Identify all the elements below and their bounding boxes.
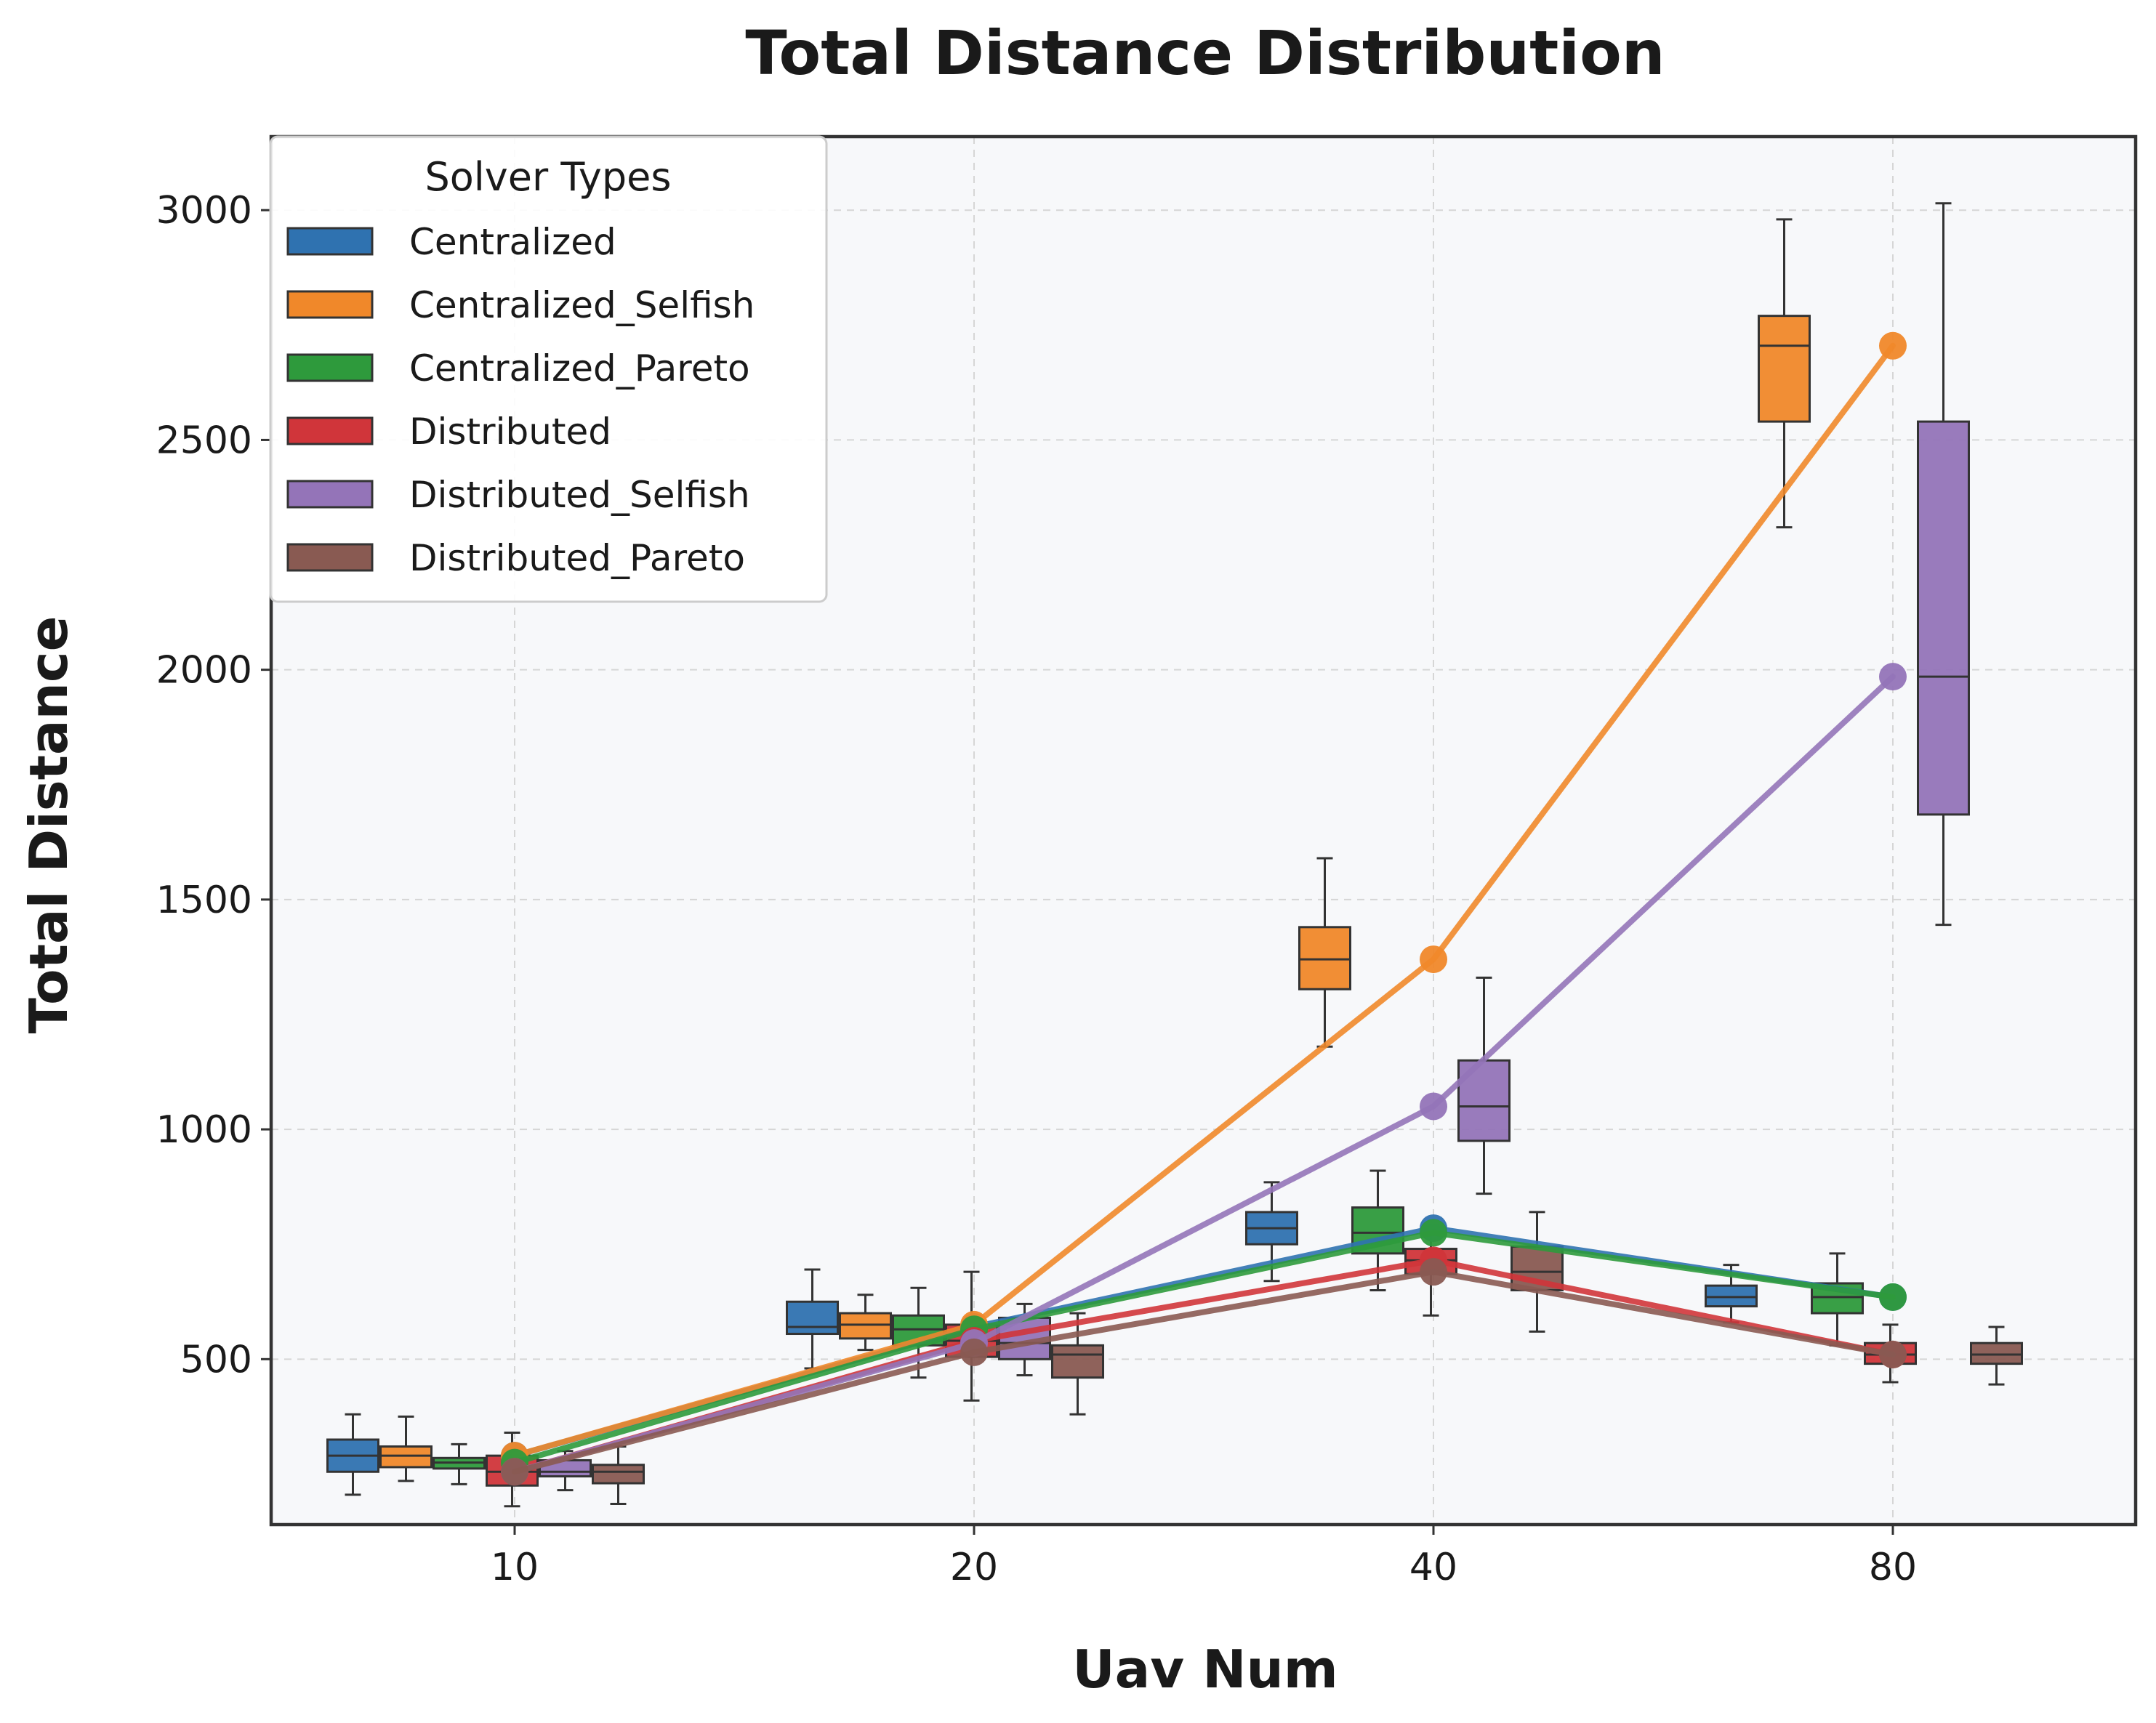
y-tick-label: 2500 [156, 419, 252, 462]
mean-line [512, 342, 1896, 1459]
box-body [1298, 926, 1351, 990]
legend-swatch [286, 290, 374, 319]
mean-line [512, 674, 1896, 1475]
mean-point [1420, 945, 1447, 974]
mean-point [1420, 1258, 1447, 1286]
box-body [379, 1445, 433, 1469]
legend-title: Solver Types [425, 154, 671, 200]
box-plot [326, 1413, 379, 1496]
box-plot [1705, 1264, 1758, 1324]
grid-lines [271, 137, 2136, 1525]
box-plot [1917, 202, 1970, 927]
mean-point [1420, 1219, 1447, 1247]
y-tick-label: 2000 [156, 649, 252, 693]
mean-line [512, 1269, 1896, 1475]
mean-point [1879, 331, 1907, 360]
box-plot [379, 1415, 433, 1482]
chart-title: Total Distance Distribution [745, 17, 1665, 89]
mean-point [1879, 1340, 1907, 1368]
box-plot [1051, 1312, 1104, 1416]
box-body [1970, 1341, 2023, 1365]
box-body [1917, 420, 1970, 816]
legend-label: Distributed_Pareto [409, 537, 745, 579]
box-plot [786, 1268, 839, 1370]
mean-point [960, 1338, 988, 1366]
mean-point [1879, 1283, 1907, 1311]
box-plot [433, 1442, 486, 1485]
box-plot [839, 1294, 892, 1352]
x-tick-label: 80 [1869, 1546, 1917, 1589]
box-body [786, 1300, 839, 1336]
legend-swatch [286, 227, 374, 256]
x-axis-label: Uav Num [1072, 1639, 1338, 1700]
x-tick-label: 40 [1409, 1546, 1457, 1589]
box-body [1705, 1284, 1758, 1308]
mean-point [501, 1458, 528, 1486]
legend-swatch [286, 480, 374, 509]
box-body [592, 1464, 645, 1485]
box-plot [1758, 218, 1811, 529]
legend-label: Centralized [409, 221, 616, 263]
mean-lines [501, 331, 1907, 1486]
legend-items: Centralized Centralized_Selfish Centralize… [286, 221, 755, 579]
y-tick-label: 500 [180, 1338, 252, 1381]
box-plot [1298, 857, 1351, 1048]
mean-point [1420, 1092, 1447, 1121]
mean-point [1879, 663, 1907, 691]
x-tick-label: 20 [950, 1546, 998, 1589]
legend-swatch [286, 416, 374, 445]
legend-swatch [286, 543, 374, 572]
axis-ticks: 500 1000 1500 2000 2500 3000 10 20 40 80 [156, 189, 1917, 1589]
mean-line [512, 1230, 1896, 1466]
box-plot [592, 1445, 645, 1506]
box-body [1051, 1344, 1104, 1379]
legend-label: Distributed_Selfish [409, 474, 750, 516]
box-body [839, 1312, 892, 1340]
y-tick-label: 1000 [156, 1108, 252, 1152]
legend-label: Centralized_Pareto [409, 347, 750, 390]
legend-label: Centralized_Selfish [409, 284, 755, 326]
y-tick-label: 1500 [156, 879, 252, 922]
plot-frame [269, 134, 2138, 1527]
box-plot [1970, 1325, 2023, 1386]
legend-label: Distributed [409, 411, 611, 453]
x-tick-label: 10 [491, 1546, 539, 1589]
box-plot [1245, 1181, 1298, 1283]
box-body [1758, 315, 1811, 423]
legend-frame [269, 135, 828, 603]
legend: Solver Types Centralized Centralized_Self… [269, 135, 828, 603]
legend-swatch [286, 353, 374, 382]
y-axis-label: Total Distance [18, 616, 79, 1034]
y-tick-label: 3000 [156, 189, 252, 233]
